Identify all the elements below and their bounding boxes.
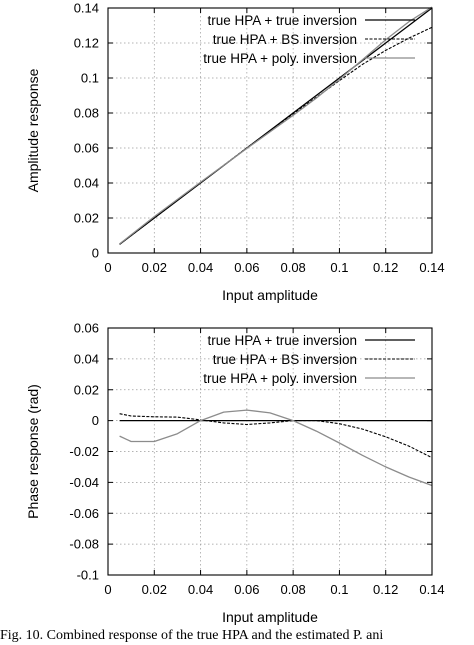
chart-panel-1: 0 0.02 0.04 0.06 0.08 0.1 0.12 0.14 0 0.02 0.04 0.0… [25,1,445,304]
chart-panel-2: 0 0.02 0.04 0.06 0.08 0.1 0.12 0.14 0.06 0.04 0.02… [25,321,445,626]
x-tick-label: 0.06 [234,582,259,597]
x-tick-label: 0.12 [373,582,398,597]
x-tick-label: 0.08 [280,260,305,275]
x-tick-label: 0.14 [419,260,444,275]
y-tick-label: 0.02 [74,211,99,226]
legend-label: true HPA + poly. inversion [203,51,357,66]
y-tick-label: 0.04 [74,351,99,366]
legend-label: true HPA + true inversion [208,333,357,348]
figure-caption: Fig. 10. Combined response of the true H… [0,628,384,643]
y-tick-label: -0.04 [69,475,99,490]
y-tick-label: -0.1 [77,568,99,583]
x-tick-label: 0 [104,582,111,597]
y-tick-label: -0.08 [69,537,99,552]
y-axis-label: Phase response (rad) [25,384,41,519]
y-tick-label: 0.04 [74,176,99,191]
y-axis-label: Amplitude response [25,68,41,192]
legend-label: true HPA + BS inversion [213,32,357,47]
y-tick-label: 0.06 [74,141,99,156]
x-tick-label: 0 [104,260,111,275]
y-tick-label: -0.06 [69,506,99,521]
plot-frame [107,327,433,576]
x-tick-label: 0.12 [373,260,398,275]
legend-label: true HPA + poly. inversion [203,371,357,386]
y-tick-label: 0 [92,246,99,261]
x-tick-label: 0.08 [280,582,305,597]
x-axis-label: Input amplitude [222,609,318,625]
x-tick-label: 0.1 [330,260,348,275]
legend: true HPA + true inversion true HPA + BS i… [203,333,415,386]
x-tick-label: 0.02 [142,260,167,275]
plot-frame [107,7,433,254]
x-tick-label: 0.06 [234,260,259,275]
x-tick-label: 0.14 [419,582,444,597]
series-line-3 [119,6,433,245]
legend-label: true HPA + BS inversion [213,352,357,367]
legend-label: true HPA + true inversion [208,13,357,28]
series-line-1 [119,7,433,245]
y-tick-label: -0.02 [69,444,99,459]
y-tick-label: 0.06 [74,321,99,336]
y-tick-label: 0.02 [74,382,99,397]
x-tick-label: 0.04 [188,260,213,275]
x-axis-label: Input amplitude [222,287,318,303]
series-line-3 [119,409,433,487]
y-tick-label: 0.12 [74,36,99,51]
x-tick-label: 0.04 [188,582,213,597]
y-tick-label: 0.08 [74,106,99,121]
legend: true HPA + true inversion true HPA + BS i… [203,13,415,66]
x-tick-label: 0.02 [142,582,167,597]
y-tick-label: 0.1 [81,71,99,86]
y-tick-label: 0 [92,413,99,428]
y-tick-label: 0.14 [74,1,99,16]
x-tick-label: 0.1 [330,582,348,597]
series-line-2 [119,413,433,459]
